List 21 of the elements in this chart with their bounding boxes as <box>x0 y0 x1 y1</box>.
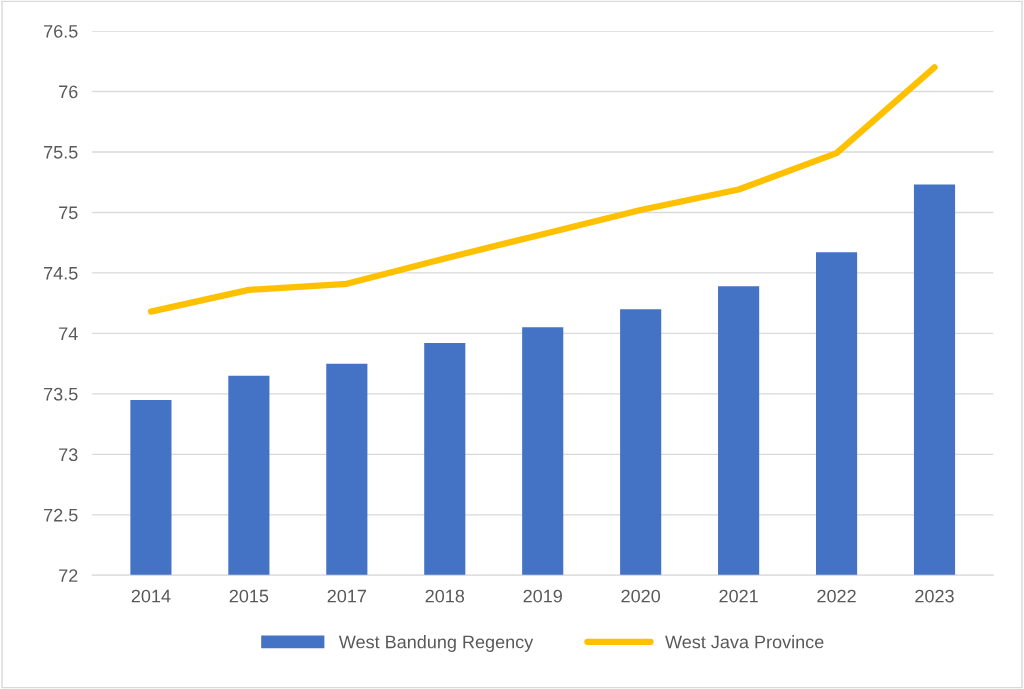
x-tick-label: 2018 <box>425 589 465 603</box>
y-tick-label: 72.5 <box>44 508 78 522</box>
y-tick-label: 74.5 <box>44 267 78 280</box>
y-tick-label: 76.5 <box>44 24 78 38</box>
y-tick-label: 75.5 <box>44 146 78 159</box>
x-tick-label: 2019 <box>523 589 562 603</box>
x-tick-label: 2015 <box>229 589 269 603</box>
legend-label: West Bandung Regency <box>338 635 534 652</box>
y-tick-label: 76 <box>59 85 78 99</box>
y-tick-label: 74 <box>59 327 78 340</box>
x-tick-label: 2022 <box>817 589 856 603</box>
y-tick-label: 73 <box>59 448 78 462</box>
x-tick-label: 2021 <box>719 589 758 603</box>
x-tick-label: 2023 <box>915 589 954 603</box>
y-tick-label: 72 <box>59 569 78 582</box>
x-tick-label: 2017 <box>327 589 366 603</box>
y-tick-label: 75 <box>59 206 78 220</box>
y-tick-label: 73.5 <box>44 387 78 401</box>
x-tick-label: 2020 <box>621 589 661 603</box>
x-tick-label: 2014 <box>131 589 171 603</box>
legend-label: West Java Province <box>665 635 824 649</box>
